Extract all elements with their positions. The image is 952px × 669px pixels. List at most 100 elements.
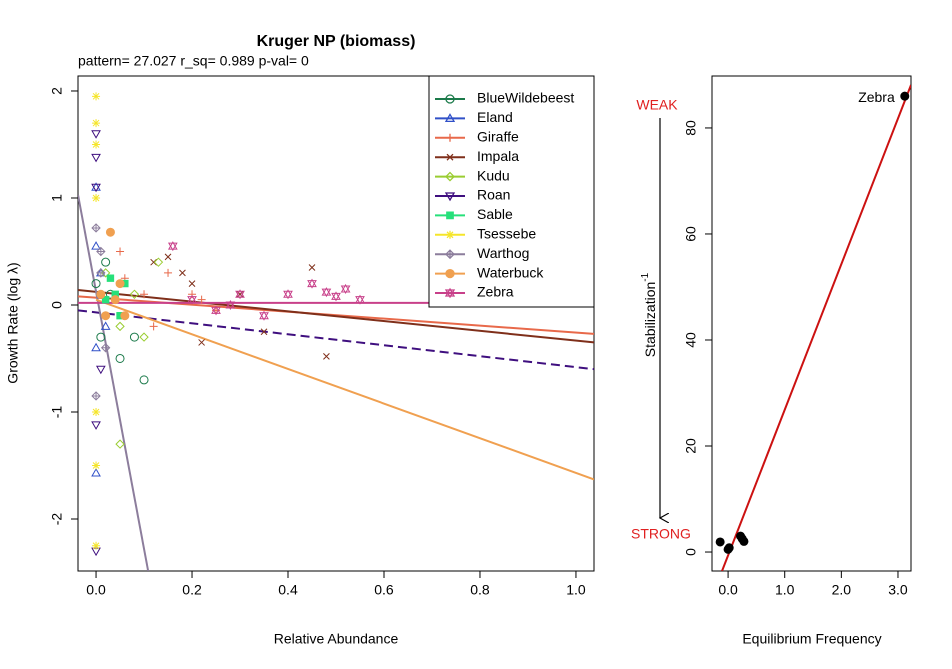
point bbox=[149, 322, 158, 331]
point bbox=[164, 253, 172, 261]
point bbox=[164, 268, 173, 277]
legend-marker bbox=[444, 113, 456, 123]
legend-label: Kudu bbox=[477, 167, 510, 183]
y-tick-label: 0 bbox=[49, 301, 65, 309]
legend-marker bbox=[445, 171, 455, 182]
y-tick-label: 40 bbox=[683, 332, 699, 348]
point bbox=[140, 290, 149, 299]
legend-marker bbox=[445, 268, 455, 279]
point bbox=[187, 294, 197, 305]
x-tick-label: 0.8 bbox=[470, 582, 490, 598]
point bbox=[188, 280, 196, 287]
point bbox=[167, 241, 178, 252]
point bbox=[91, 421, 101, 430]
point bbox=[179, 269, 186, 277]
point bbox=[92, 193, 101, 202]
x-tick-label: 0.0 bbox=[86, 582, 106, 598]
legend-marker bbox=[446, 230, 454, 239]
fit-line bbox=[95, 298, 594, 481]
point bbox=[120, 311, 130, 321]
point bbox=[91, 130, 101, 139]
point bbox=[129, 332, 139, 342]
point bbox=[91, 391, 101, 401]
fit-line bbox=[78, 309, 594, 371]
point bbox=[91, 223, 101, 233]
point bbox=[96, 332, 106, 342]
point bbox=[321, 287, 332, 298]
legend-marker bbox=[446, 133, 454, 142]
fit-line bbox=[78, 194, 150, 571]
y-tick-label: -2 bbox=[49, 513, 65, 526]
point bbox=[95, 365, 106, 375]
legend-label: Impala bbox=[477, 148, 519, 164]
point bbox=[91, 153, 101, 163]
fit-line bbox=[78, 289, 594, 344]
legend-box bbox=[428, 75, 595, 308]
legend-marker bbox=[444, 192, 456, 202]
point bbox=[100, 321, 111, 330]
point bbox=[198, 339, 205, 346]
chart-subtitle: pattern= 27.027 r_sq= 0.989 p-val= 0 bbox=[78, 53, 309, 69]
point bbox=[900, 91, 910, 101]
point bbox=[92, 92, 101, 101]
point bbox=[91, 183, 101, 193]
point bbox=[101, 311, 111, 321]
point bbox=[150, 258, 157, 266]
point bbox=[724, 543, 734, 553]
plot-frame bbox=[711, 75, 912, 572]
plot-frame bbox=[77, 75, 595, 572]
point bbox=[100, 343, 111, 353]
point bbox=[101, 257, 111, 267]
point bbox=[92, 119, 101, 128]
legend-marker bbox=[446, 153, 454, 161]
point bbox=[92, 541, 101, 550]
legend-label: Giraffe bbox=[477, 129, 519, 145]
legend-label: Roan bbox=[477, 187, 510, 203]
x-tick-label: 3.0 bbox=[888, 582, 908, 598]
point bbox=[110, 295, 120, 305]
point bbox=[115, 353, 125, 363]
y-tick-label: 2 bbox=[49, 87, 65, 95]
point bbox=[115, 321, 125, 332]
plot-area bbox=[715, 84, 911, 571]
point bbox=[115, 439, 125, 449]
y-axis-label-text: Stabilization bbox=[642, 282, 658, 358]
y-axis-label: Growth Rate (log λ) bbox=[5, 262, 21, 383]
point bbox=[225, 299, 236, 310]
point bbox=[340, 283, 351, 294]
y-tick-label: 60 bbox=[683, 226, 699, 242]
legend-label: BlueWildebeest bbox=[477, 90, 574, 106]
point bbox=[105, 227, 115, 237]
fit-line bbox=[721, 84, 911, 571]
y-tick-label: -1 bbox=[49, 406, 65, 419]
point bbox=[92, 407, 101, 416]
x-tick-label: 0.0 bbox=[718, 582, 738, 598]
point bbox=[129, 289, 140, 299]
point bbox=[101, 295, 110, 304]
x-axis-label: Relative Abundance bbox=[274, 631, 399, 647]
y-tick-label: 20 bbox=[683, 438, 699, 454]
point bbox=[139, 332, 149, 342]
point bbox=[715, 537, 725, 547]
legend-marker bbox=[444, 287, 456, 299]
point bbox=[96, 246, 106, 257]
point bbox=[308, 264, 316, 271]
point bbox=[260, 328, 268, 336]
point bbox=[739, 536, 749, 546]
legend-label: Zebra bbox=[477, 284, 514, 300]
legend-label: Waterbuck bbox=[477, 264, 544, 280]
point bbox=[91, 342, 101, 352]
y-axis-label: Stabilization-1 bbox=[640, 272, 658, 357]
x-axis-label: Equilibrium Frequency bbox=[742, 631, 881, 647]
y-tick-label: 1 bbox=[49, 194, 65, 202]
weak-label: WEAK bbox=[636, 97, 678, 113]
x-tick-label: 0.6 bbox=[374, 582, 394, 598]
point bbox=[96, 268, 106, 278]
point bbox=[106, 274, 115, 282]
point bbox=[211, 305, 221, 316]
point bbox=[91, 279, 101, 289]
x-tick-label: 2.0 bbox=[832, 582, 852, 598]
point bbox=[115, 279, 125, 289]
legend-label: Sable bbox=[477, 206, 513, 222]
